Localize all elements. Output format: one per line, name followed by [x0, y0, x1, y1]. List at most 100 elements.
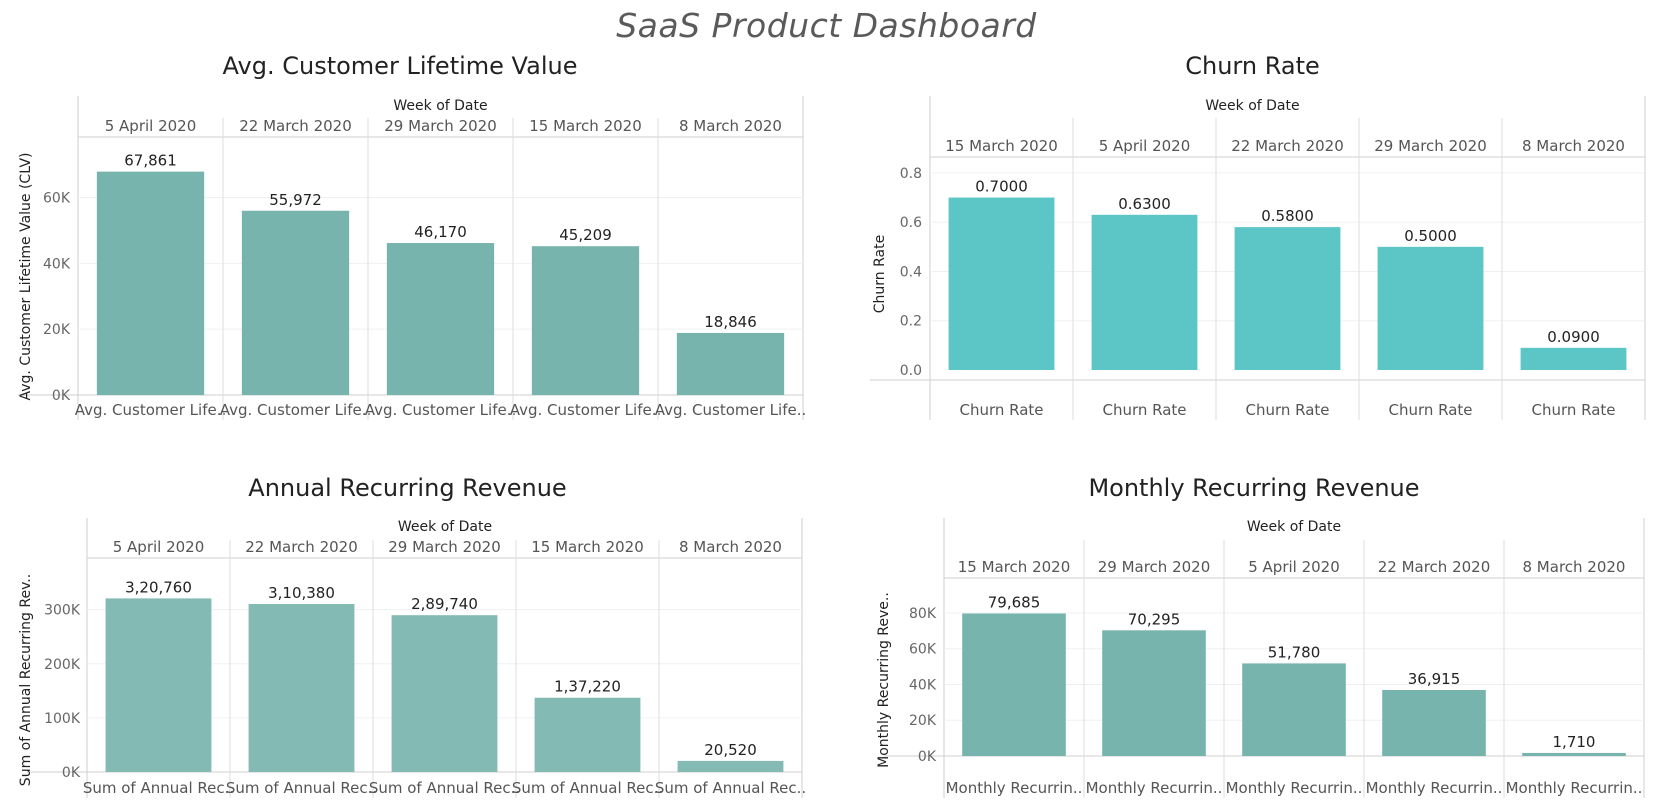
clv-measure-label: Avg. Customer Life..	[220, 401, 372, 419]
arr-y-tick-label: 0K	[62, 765, 81, 781]
mrr-y-tick-label: 20K	[909, 713, 937, 729]
mrr-column-header: 29 March 2020	[1098, 558, 1211, 576]
churn-data-label: 0.5000	[1404, 227, 1457, 245]
churn-bar[interactable]	[1234, 227, 1341, 370]
arr-bar[interactable]	[534, 697, 641, 772]
churn-column-header: 29 March 2020	[1374, 137, 1487, 155]
arr-data-label: 1,37,220	[554, 678, 621, 696]
clv-bar[interactable]	[676, 332, 785, 395]
churn-bar[interactable]	[1091, 214, 1198, 370]
clv-data-label: 18,846	[704, 313, 757, 331]
churn-bar-chart: 0.0 0.2 0.4 0.6 0.8 Churn Rate 15 March 2020 0.…	[870, 96, 1646, 420]
mrr-data-label: 79,685	[988, 594, 1041, 612]
churn-measure-label: Churn Rate	[1102, 401, 1186, 419]
churn-column-header: 5 April 2020	[1099, 137, 1191, 155]
churn-y-tick-label: 0.2	[900, 314, 922, 330]
mrr-y-tick-label: 0K	[918, 749, 937, 765]
churn-bar[interactable]	[1520, 347, 1627, 370]
mrr-data-label: 36,915	[1408, 670, 1461, 688]
mrr-measure-label: Monthly Recurrin..	[1226, 779, 1363, 797]
clv-bar[interactable]	[386, 243, 495, 395]
arr-y-tick-label: 100K	[44, 711, 81, 727]
arr-bar[interactable]	[105, 598, 212, 772]
clv-measure-label: Avg. Customer Life..	[510, 401, 662, 419]
arr-chart-title: Annual Recurring Revenue	[248, 474, 567, 502]
clv-bar[interactable]	[241, 210, 350, 395]
arr-data-label: 3,10,380	[268, 584, 335, 602]
mrr-measure-label: Monthly Recurrin..	[1086, 779, 1223, 797]
arr-data-label: 2,89,740	[411, 595, 478, 613]
clv-column-header: 8 March 2020	[679, 117, 782, 135]
clv-bar[interactable]	[96, 171, 205, 395]
clv-measure-label: Avg. Customer Life..	[75, 401, 227, 419]
arr-y-axis-label: Sum of Annual Recurring Rev..	[18, 574, 34, 786]
arr-column-header-title: Week of Date	[397, 519, 493, 535]
clv-column-header: 29 March 2020	[384, 117, 497, 135]
mrr-chart-title: Monthly Recurring Revenue	[1088, 474, 1420, 502]
arr-y-tick-label: 200K	[44, 657, 81, 673]
churn-bar[interactable]	[1377, 246, 1484, 370]
churn-column-header: 8 March 2020	[1522, 137, 1625, 155]
arr-measure-label: Sum of Annual Rec..	[226, 779, 377, 797]
mrr-y-axis-label: Monthly Recurring Reve..	[876, 592, 892, 768]
clv-data-label: 55,972	[269, 191, 322, 209]
churn-y-tick-label: 0.6	[900, 215, 922, 231]
arr-y-tick-label: 300K	[44, 603, 81, 619]
clv-chart-panel: Avg. Customer Lifetime Value Week of Dat…	[0, 0, 806, 420]
arr-measure-label: Sum of Annual Rec..	[655, 779, 806, 797]
arr-measure-label: Sum of Annual Rec..	[83, 779, 234, 797]
churn-measure-label: Churn Rate	[1531, 401, 1615, 419]
mrr-bar[interactable]	[962, 613, 1066, 756]
clv-bar-chart: 0K 20K 40K 60K Avg. Customer Lifetime Value …	[18, 96, 806, 420]
mrr-measure-label: Monthly Recurrin..	[1506, 779, 1643, 797]
mrr-y-tick-label: 80K	[909, 606, 937, 622]
churn-bar[interactable]	[948, 197, 1055, 370]
churn-data-label: 0.6300	[1118, 195, 1171, 213]
mrr-measure-label: Monthly Recurrin..	[1366, 779, 1503, 797]
churn-data-label: 0.0900	[1547, 328, 1600, 346]
clv-y-axis-label: Avg. Customer Lifetime Value (CLV)	[18, 152, 34, 400]
arr-bar[interactable]	[248, 604, 355, 772]
mrr-data-label: 51,780	[1268, 643, 1321, 661]
mrr-bar[interactable]	[1242, 663, 1346, 756]
arr-bar-chart: 0K 100K 200K 300K Sum of Annual Recurring Re…	[18, 518, 806, 798]
churn-y-tick-label: 0.0	[900, 363, 922, 379]
churn-chart-title: Churn Rate	[1185, 52, 1320, 80]
churn-chart-panel: Churn Rate Week of Date 0.0 0.2 0.4 0.6 0.8 C…	[870, 52, 1646, 420]
clv-y-tick-label: 40K	[43, 256, 71, 272]
churn-y-tick-label: 0.8	[900, 166, 922, 182]
churn-data-label: 0.7000	[975, 178, 1028, 196]
mrr-bar[interactable]	[1382, 689, 1486, 756]
arr-column-header: 22 March 2020	[245, 538, 358, 556]
churn-measure-label: Churn Rate	[1388, 401, 1472, 419]
arr-bar[interactable]	[677, 760, 784, 772]
mrr-bar[interactable]	[1102, 630, 1206, 756]
churn-y-tick-label: 0.4	[900, 264, 922, 280]
arr-measure-label: Sum of Annual Rec..	[512, 779, 663, 797]
churn-measure-label: Churn Rate	[959, 401, 1043, 419]
arr-column-header: 15 March 2020	[531, 538, 644, 556]
clv-y-tick-label: 20K	[43, 322, 71, 338]
mrr-bar[interactable]	[1522, 752, 1626, 756]
clv-bar[interactable]	[531, 246, 640, 395]
churn-column-header: 15 March 2020	[945, 137, 1058, 155]
mrr-y-tick-label: 60K	[909, 642, 937, 658]
arr-measure-label: Sum of Annual Rec..	[369, 779, 520, 797]
arr-column-header: 8 March 2020	[679, 538, 782, 556]
mrr-column-header: 15 March 2020	[958, 558, 1071, 576]
mrr-y-tick-label: 40K	[909, 677, 937, 693]
dashboard-title: SaaS Product Dashboard	[616, 6, 1037, 45]
churn-data-label: 0.5800	[1261, 207, 1314, 225]
clv-y-tick-label: 60K	[43, 191, 71, 207]
clv-data-label: 67,861	[124, 152, 177, 170]
clv-column-header-title: Week of Date	[393, 98, 488, 114]
clv-chart-title: Avg. Customer Lifetime Value	[222, 52, 578, 80]
clv-data-label: 46,170	[414, 223, 467, 241]
churn-measure-label: Churn Rate	[1245, 401, 1329, 419]
mrr-column-header: 8 March 2020	[1523, 558, 1626, 576]
clv-column-header: 22 March 2020	[239, 117, 352, 135]
arr-bar[interactable]	[391, 615, 498, 772]
mrr-data-label: 1,710	[1553, 733, 1596, 751]
